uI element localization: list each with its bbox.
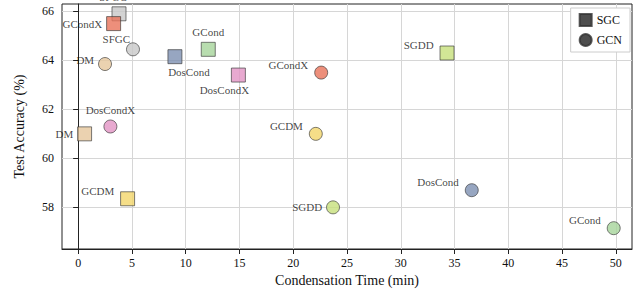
- svg-text:10: 10: [180, 256, 192, 270]
- svg-text:DM: DM: [76, 54, 94, 66]
- svg-text:GCN: GCN: [597, 33, 623, 47]
- svg-text:64: 64: [42, 53, 54, 67]
- svg-text:25: 25: [341, 256, 353, 270]
- svg-text:DosCond: DosCond: [417, 176, 459, 188]
- svg-text:35: 35: [449, 256, 461, 270]
- svg-text:60: 60: [42, 151, 54, 165]
- svg-text:5: 5: [129, 256, 135, 270]
- svg-text:66: 66: [42, 4, 54, 18]
- svg-text:15: 15: [233, 256, 245, 270]
- svg-text:30: 30: [395, 256, 407, 270]
- svg-text:GCondX: GCondX: [269, 59, 309, 71]
- svg-text:40: 40: [502, 256, 514, 270]
- svg-text:GCond: GCond: [192, 26, 224, 38]
- svg-text:SGDD: SGDD: [292, 201, 322, 213]
- svg-text:DosCond: DosCond: [168, 66, 210, 78]
- svg-text:DosCondX: DosCondX: [200, 84, 250, 96]
- svg-text:62: 62: [42, 102, 54, 116]
- svg-text:SGDD: SGDD: [404, 39, 434, 51]
- svg-text:Condensation Time (min): Condensation Time (min): [275, 273, 419, 289]
- svg-text:SFGC: SFGC: [99, 0, 127, 3]
- svg-text:45: 45: [556, 256, 568, 270]
- svg-text:20: 20: [287, 256, 299, 270]
- svg-text:DosCondX: DosCondX: [86, 104, 136, 116]
- svg-text:GCondX: GCondX: [62, 18, 102, 30]
- svg-text:GCond: GCond: [569, 214, 601, 226]
- svg-text:Test Accuracy (%): Test Accuracy (%): [12, 74, 28, 178]
- svg-text:58: 58: [42, 200, 54, 214]
- svg-text:GCDM: GCDM: [270, 120, 303, 132]
- svg-text:SGC: SGC: [597, 13, 620, 27]
- svg-text:DM: DM: [55, 128, 73, 140]
- svg-text:50: 50: [610, 256, 622, 270]
- svg-text:GCDM: GCDM: [81, 185, 114, 197]
- svg-text:SFGC: SFGC: [103, 33, 131, 45]
- svg-text:0: 0: [75, 256, 81, 270]
